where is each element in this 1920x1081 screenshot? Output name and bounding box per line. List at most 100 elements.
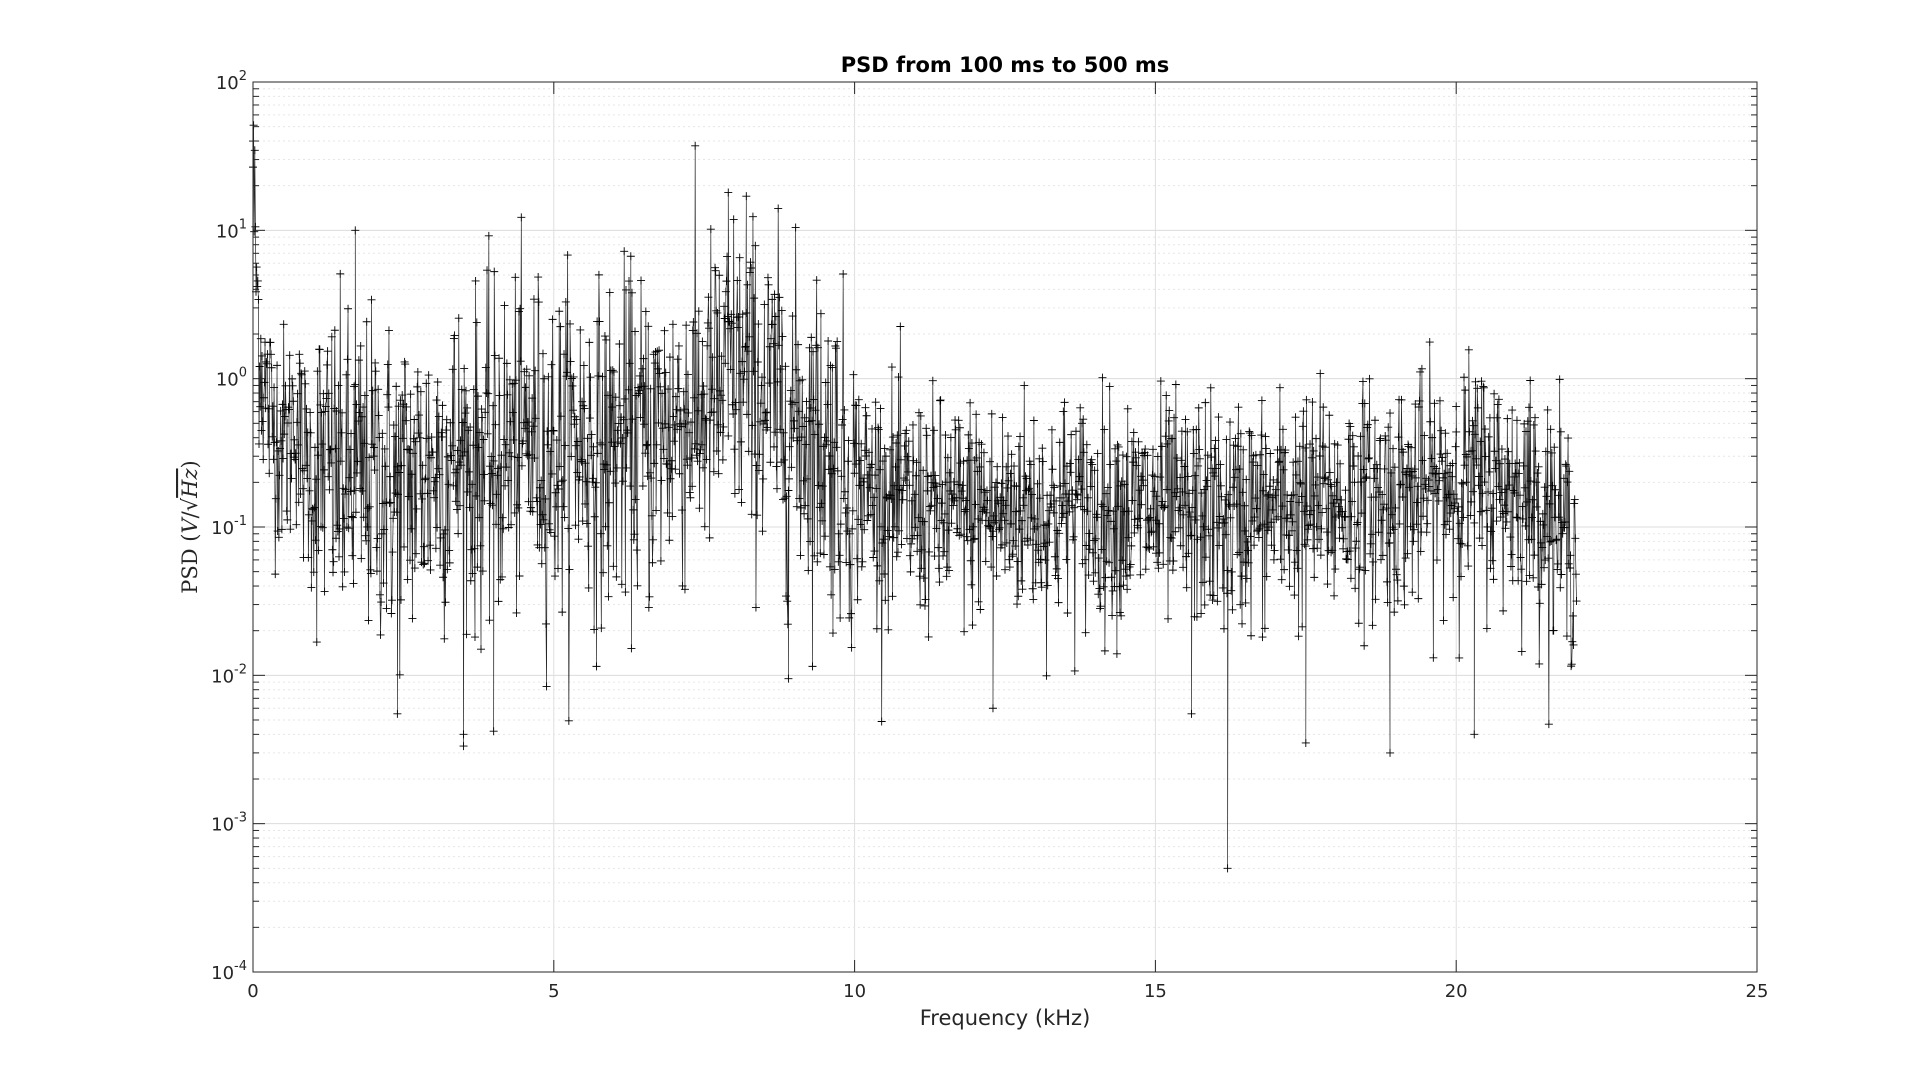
psd-point-marker bbox=[546, 528, 555, 537]
psd-point-marker bbox=[860, 525, 869, 534]
psd-point-marker bbox=[1552, 536, 1561, 545]
psd-point-marker bbox=[1238, 488, 1247, 497]
psd-point-marker bbox=[591, 483, 600, 492]
psd-point-marker bbox=[366, 569, 375, 578]
psd-point-marker bbox=[960, 507, 969, 516]
psd-point-marker bbox=[643, 440, 652, 449]
psd-point-marker bbox=[1037, 578, 1046, 587]
psd-point-marker bbox=[935, 578, 944, 587]
psd-point-marker bbox=[694, 307, 703, 316]
psd-point-marker bbox=[1254, 533, 1263, 542]
psd-point-marker bbox=[1329, 499, 1338, 508]
psd-point-marker bbox=[686, 493, 695, 502]
psd-point-marker bbox=[557, 477, 566, 486]
psd-point-marker bbox=[791, 223, 800, 232]
psd-point-marker bbox=[1410, 525, 1419, 534]
psd-point-marker bbox=[1241, 526, 1250, 535]
psd-point-marker bbox=[500, 301, 509, 310]
psd-point-marker bbox=[1483, 522, 1492, 531]
psd-point-marker bbox=[653, 364, 662, 373]
psd-point-marker bbox=[1500, 501, 1509, 510]
psd-point-marker bbox=[1393, 576, 1402, 585]
psd-point-marker bbox=[1399, 448, 1408, 457]
psd-point-marker bbox=[1328, 491, 1337, 500]
psd-point-marker bbox=[1118, 451, 1127, 460]
psd-point-marker bbox=[1378, 551, 1387, 560]
psd-point-marker bbox=[806, 537, 815, 546]
psd-point-marker bbox=[519, 418, 528, 427]
psd-point-marker bbox=[1271, 491, 1280, 500]
psd-point-marker bbox=[1154, 564, 1163, 573]
psd-point-marker bbox=[1346, 422, 1355, 431]
psd-point-marker bbox=[1212, 464, 1221, 473]
psd-point-marker bbox=[431, 473, 440, 482]
psd-point-marker bbox=[574, 535, 583, 544]
psd-point-marker bbox=[968, 621, 977, 630]
psd-point-marker bbox=[1315, 452, 1324, 461]
psd-point-marker bbox=[1495, 495, 1504, 504]
psd-point-marker bbox=[285, 405, 294, 414]
psd-point-marker bbox=[999, 509, 1008, 518]
psd-point-marker bbox=[1334, 502, 1343, 511]
psd-point-marker bbox=[1438, 453, 1447, 462]
psd-point-marker bbox=[1366, 539, 1375, 548]
psd-point-marker bbox=[598, 372, 607, 381]
psd-point-marker bbox=[964, 430, 973, 439]
psd-point-marker bbox=[766, 334, 775, 343]
psd-point-marker bbox=[316, 522, 325, 531]
psd-point-marker bbox=[273, 361, 282, 370]
psd-point-marker bbox=[362, 536, 371, 545]
psd-point-marker bbox=[597, 624, 606, 633]
psd-point-marker bbox=[622, 463, 631, 472]
psd-point-marker bbox=[805, 343, 814, 352]
psd-point-marker bbox=[1488, 489, 1497, 498]
psd-point-marker bbox=[644, 322, 653, 331]
psd-point-marker bbox=[1538, 543, 1547, 552]
psd-point-marker bbox=[1352, 520, 1361, 529]
psd-point-marker bbox=[354, 356, 363, 365]
psd-point-marker bbox=[774, 204, 783, 213]
psd-point-marker bbox=[487, 452, 496, 461]
psd-point-marker bbox=[1512, 416, 1521, 425]
psd-point-marker bbox=[833, 466, 842, 475]
psd-point-marker bbox=[322, 394, 331, 403]
psd-point-marker bbox=[532, 497, 541, 506]
psd-point-marker bbox=[1386, 409, 1395, 418]
psd-point-marker bbox=[744, 447, 753, 456]
psd-point-marker bbox=[1027, 513, 1036, 522]
psd-point-marker bbox=[1181, 415, 1190, 424]
psd-point-marker bbox=[260, 378, 269, 387]
psd-point-marker bbox=[736, 369, 745, 378]
psd-point-marker bbox=[894, 373, 903, 382]
psd-point-marker bbox=[253, 276, 262, 285]
psd-point-marker bbox=[466, 423, 475, 432]
psd-point-marker bbox=[428, 448, 437, 457]
psd-point-marker bbox=[516, 304, 525, 313]
psd-point-marker bbox=[259, 393, 268, 402]
psd-point-marker bbox=[1266, 518, 1275, 527]
psd-point-marker bbox=[957, 487, 966, 496]
psd-point-marker bbox=[769, 339, 778, 348]
psd-point-marker bbox=[416, 489, 425, 498]
psd-point-marker bbox=[493, 471, 502, 480]
psd-point-marker bbox=[1425, 338, 1434, 347]
psd-point-marker bbox=[893, 431, 902, 440]
psd-point-marker bbox=[1098, 373, 1107, 382]
psd-point-marker bbox=[1457, 572, 1466, 581]
psd-point-marker bbox=[905, 551, 914, 560]
psd-point-marker bbox=[1358, 377, 1367, 386]
psd-point-marker bbox=[846, 560, 855, 569]
psd-point-marker bbox=[368, 440, 377, 449]
psd-point-marker bbox=[1564, 559, 1573, 568]
psd-point-marker bbox=[1389, 525, 1398, 534]
psd-point-marker bbox=[649, 535, 658, 544]
psd-point-marker bbox=[559, 502, 568, 511]
psd-point-marker bbox=[685, 428, 694, 437]
psd-point-marker bbox=[1189, 449, 1198, 458]
psd-point-marker bbox=[639, 354, 648, 363]
psd-point-marker bbox=[924, 632, 933, 641]
psd-point-marker bbox=[319, 465, 328, 474]
psd-point-marker bbox=[434, 464, 443, 473]
psd-point-marker bbox=[272, 438, 281, 447]
psd-point-marker bbox=[733, 323, 742, 332]
